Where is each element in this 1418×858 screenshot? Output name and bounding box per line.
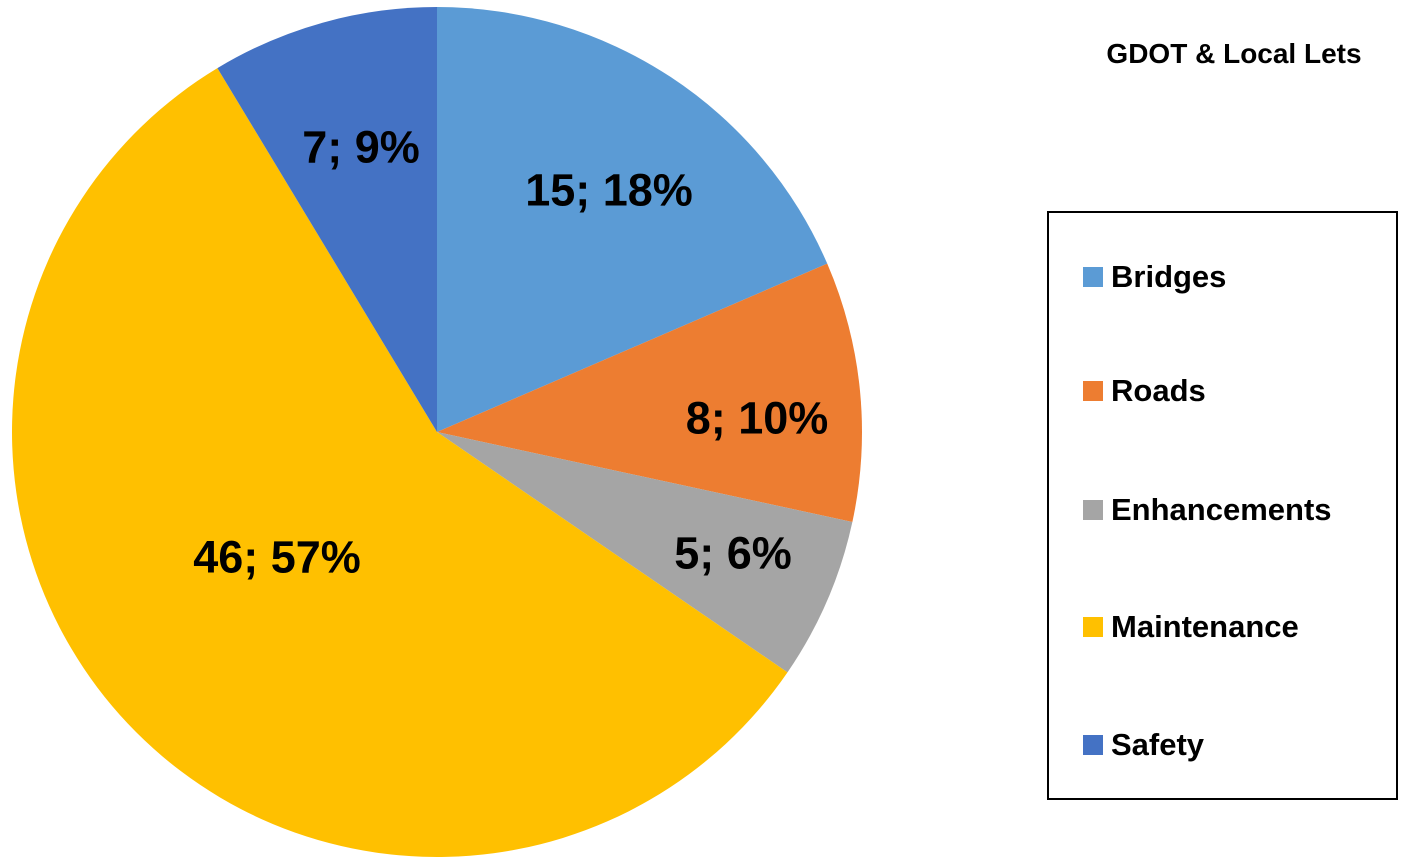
- pie-slice-roads: [437, 263, 862, 522]
- legend-item-maintenance: Maintenance: [1083, 609, 1299, 645]
- legend-label-enhancements: Enhancements: [1111, 492, 1332, 527]
- legend-swatch-maintenance: [1083, 617, 1103, 637]
- legend-item-bridges: Bridges: [1083, 259, 1226, 295]
- legend: Bridges Roads Enhancements Maintenance S…: [1047, 211, 1398, 800]
- pie-slice-maintenance: [11, 68, 788, 858]
- data-label-roads: 8; 10%: [686, 393, 829, 444]
- legend-item-safety: Safety: [1083, 727, 1204, 763]
- legend-label-safety: Safety: [1111, 727, 1205, 762]
- legend-swatch-bridges: [1083, 267, 1103, 287]
- data-label-maintenance: 46; 57%: [193, 532, 361, 583]
- legend-swatch-roads: [1083, 381, 1103, 401]
- pie-chart: 15; 18% 8; 10% 5; 6% 46; 57% 7; 9%: [11, 7, 862, 858]
- legend-swatch-enhancements: [1083, 500, 1103, 520]
- legend-item-roads: Roads: [1083, 373, 1206, 409]
- legend-label-maintenance: Maintenance: [1111, 609, 1299, 644]
- pie-slice-enhancements: [437, 432, 853, 673]
- data-label-safety: 7; 9%: [302, 122, 420, 173]
- chart-title: GDOT & Local Lets: [1106, 38, 1362, 69]
- data-label-bridges: 15; 18%: [525, 165, 693, 216]
- pie-slice-safety: [217, 7, 437, 432]
- legend-item-enhancements: Enhancements: [1083, 492, 1332, 528]
- legend-label-roads: Roads: [1111, 373, 1206, 408]
- data-label-enhancements: 5; 6%: [674, 528, 792, 579]
- pie-slice-bridges: [437, 7, 828, 432]
- legend-swatch-safety: [1083, 735, 1103, 755]
- legend-label-bridges: Bridges: [1111, 259, 1227, 294]
